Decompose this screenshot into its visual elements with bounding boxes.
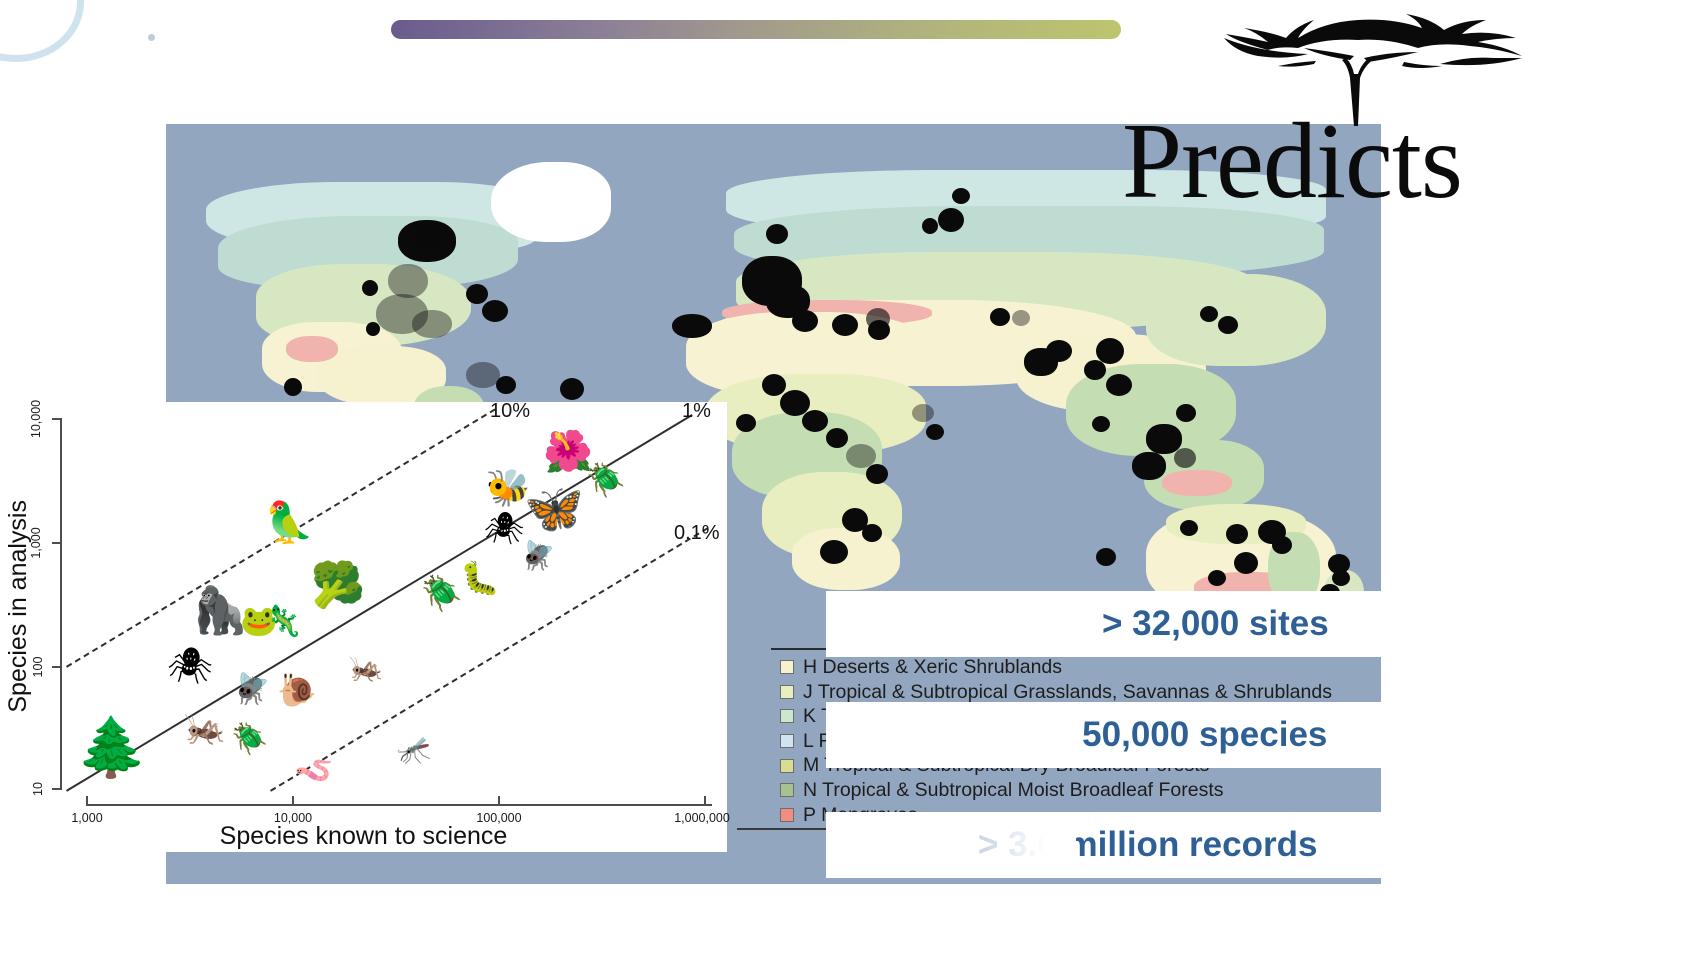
world-map-panel: H Deserts & Xeric Shrublands J Tropical … [166, 124, 1381, 884]
legend-swatch-k [780, 709, 794, 724]
chart-point-frog: 🐸 [240, 605, 278, 638]
map-canvas [166, 124, 1381, 884]
chart-point-parrot: 🦜 [264, 501, 314, 545]
x-tick-label: 1,000,000 [674, 811, 730, 825]
legend-swatch-j [780, 684, 794, 699]
chart-point-lizard: 🦎 [265, 605, 303, 638]
list-item: N Tropical & Subtropical Moist Broadleaf… [780, 778, 1332, 803]
chart-point-rove-beetle: 🪲 [231, 723, 269, 756]
callout-fade [826, 591, 1076, 657]
chart-point-grasshopper: 🦗 [348, 652, 384, 683]
stat-text: > 50,000 species [1052, 715, 1328, 754]
x-axis-line [86, 804, 712, 806]
legend-swatch-h [780, 660, 794, 675]
chart-point-shield-bug: 🐛 [460, 560, 500, 596]
chart-point-jewel-beetle: 🪲 [586, 462, 626, 498]
chart-plot-area: 10,000 1,000 100 10 1,000 10,000 100,000… [29, 400, 730, 825]
chart-point-bee: 🐝 [485, 467, 531, 508]
stat-callout-species: > 50,000 species [826, 702, 1383, 768]
legend-swatch-p [780, 807, 794, 822]
annotation-01pct: 0.1% [674, 522, 720, 544]
chart-point-earthworm: 🪱 [294, 752, 334, 788]
chart-point-butterfly: 🦋 [524, 483, 584, 536]
stat-callout-sites: > 32,000 sites [826, 591, 1383, 657]
legend-swatch-l [780, 734, 794, 749]
chart-point-mosses: 🥦 [310, 561, 366, 610]
chart-point-dragonfly: 🪰 [233, 673, 271, 706]
y-tick [52, 542, 60, 544]
callout-fade [826, 702, 1076, 768]
annotation-10pct: 10% [490, 400, 531, 422]
legend-label: N Tropical & Subtropical Moist Broadleaf… [803, 778, 1224, 801]
x-tick [86, 796, 88, 805]
annotation-1pct: 1% [682, 400, 711, 422]
y-tick-label: 100 [31, 656, 45, 678]
y-tick [52, 666, 60, 668]
x-tick [498, 796, 500, 805]
legend-label: J Tropical & Subtropical Grasslands, Sav… [803, 680, 1332, 703]
x-tick [704, 796, 706, 805]
chart-point-black-widow: 🕷 [483, 510, 525, 546]
chart-point-spider: 🕷 [167, 645, 213, 686]
x-tick-label: 100,000 [476, 811, 522, 825]
stat-text: > 32,000 sites [1102, 604, 1329, 643]
slide-corner-arc [0, 0, 84, 62]
y-tick [52, 418, 60, 420]
y-tick-label: 1,000 [29, 527, 43, 559]
x-tick-label: 10,000 [273, 811, 313, 825]
stat-callout-records: > 3.6 million records [826, 812, 1383, 878]
chart-point-hoverfly: 🪰 [520, 540, 556, 571]
species-coverage-chart [0, 402, 727, 852]
acacia-tree-icon [1224, 14, 1522, 126]
x-tick-label: 1,000 [71, 811, 103, 825]
slide-corner-dot [148, 34, 155, 41]
list-item: H Deserts & Xeric Shrublands [780, 655, 1332, 680]
chart-point-woodlouse: 🦟 [396, 734, 432, 765]
y-tick-label: 10 [31, 782, 45, 796]
predicts-logo: Predicts [1118, 8, 1588, 223]
chart-point-conifers: 🌲 [75, 715, 149, 780]
y-axis-line [60, 418, 62, 790]
legend-label: H Deserts & Xeric Shrublands [803, 656, 1063, 678]
chart-point-snail: 🐌 [277, 672, 317, 708]
accent-gradient-bar [391, 20, 1121, 39]
y-tick [52, 788, 60, 790]
chart-x-axis-label: Species known to science [219, 822, 508, 850]
list-item: J Tropical & Subtropical Grasslands, Sav… [780, 680, 1332, 705]
chart-point-earwig: 🦗 [183, 709, 227, 747]
x-tick [292, 796, 294, 805]
chart-point-gorilla: 🦍 [191, 584, 249, 636]
chart-point-bark-beetle: 🪲 [420, 575, 464, 613]
stat-text: > 3.6 million records [978, 825, 1318, 864]
legend-swatch-n [780, 783, 794, 798]
y-tick-label: 10,000 [29, 399, 43, 439]
legend-swatch-m [780, 758, 794, 773]
predicts-wordmark: Predicts [1122, 102, 1463, 221]
chart-point-poppy: 🌺 [543, 430, 593, 474]
